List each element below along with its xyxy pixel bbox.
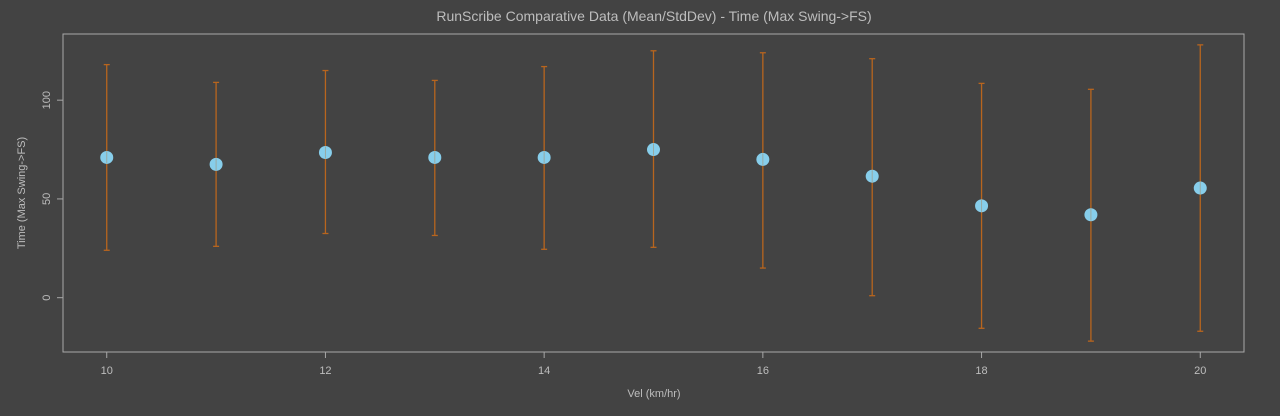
- mean-point: [756, 152, 770, 166]
- y-tick-label: 100: [41, 91, 53, 109]
- mean-point: [537, 150, 551, 164]
- x-tick-label: 10: [101, 365, 113, 377]
- x-tick-label: 12: [319, 365, 331, 377]
- x-tick-label: 18: [975, 365, 987, 377]
- mean-points: [100, 143, 1207, 222]
- mean-point: [428, 150, 442, 164]
- x-axis-label: Vel (km/hr): [627, 388, 680, 400]
- x-tick-label: 20: [1194, 365, 1206, 377]
- mean-point: [1193, 181, 1207, 195]
- mean-point: [318, 146, 332, 160]
- y-tick-label: 50: [41, 193, 53, 205]
- plot-area: [62, 33, 1245, 353]
- mean-point: [647, 143, 660, 157]
- x-tick-label: 14: [538, 365, 550, 377]
- x-axis: 10 12 14 16 18 20: [101, 352, 1206, 377]
- y-axis-label: Time (Max Swing->FS): [16, 137, 28, 249]
- error-bars: [103, 44, 1204, 342]
- y-tick-label: 0: [41, 295, 53, 301]
- mean-point: [1084, 208, 1098, 222]
- mean-point: [100, 150, 114, 164]
- x-tick-label: 16: [757, 365, 769, 377]
- mean-point: [975, 199, 989, 213]
- y-axis: 0 50 100: [41, 91, 63, 301]
- mean-point: [865, 169, 879, 183]
- mean-point: [209, 157, 223, 171]
- chart-title: RunScribe Comparative Data (Mean/StdDev)…: [436, 8, 871, 24]
